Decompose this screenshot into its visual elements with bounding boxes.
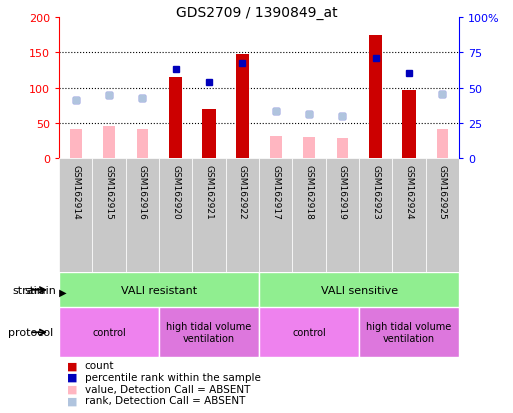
Text: protocol: protocol [8, 328, 53, 337]
Bar [59, 273, 259, 308]
Text: VALI resistant: VALI resistant [121, 285, 197, 295]
Bar [126, 159, 159, 273]
Bar [326, 159, 359, 273]
Bar [437, 129, 448, 159]
Bar [259, 273, 459, 308]
Bar [337, 138, 348, 159]
Text: percentile rank within the sample: percentile rank within the sample [85, 372, 261, 382]
Bar [59, 159, 92, 273]
Bar [392, 159, 426, 273]
Bar [103, 126, 115, 159]
Text: ■: ■ [67, 361, 77, 370]
Text: GSM162923: GSM162923 [371, 165, 380, 219]
Text: VALI sensitive: VALI sensitive [321, 285, 398, 295]
Bar [202, 109, 215, 159]
Text: GSM162924: GSM162924 [405, 165, 413, 219]
Bar [303, 138, 315, 159]
Text: value, Detection Call = ABSENT: value, Detection Call = ABSENT [85, 384, 250, 394]
Text: GSM162915: GSM162915 [105, 165, 113, 219]
Bar [402, 90, 416, 159]
Text: high tidal volume
ventilation: high tidal volume ventilation [366, 322, 452, 343]
Text: rank, Detection Call = ABSENT: rank, Detection Call = ABSENT [85, 395, 245, 405]
Text: GSM162920: GSM162920 [171, 165, 180, 219]
Text: GSM162917: GSM162917 [271, 165, 280, 219]
Bar [226, 159, 259, 273]
Text: GDS2709 / 1390849_at: GDS2709 / 1390849_at [175, 6, 338, 20]
Text: GSM162922: GSM162922 [238, 165, 247, 219]
Bar [259, 308, 359, 357]
Bar [359, 308, 459, 357]
Text: control: control [292, 328, 326, 337]
Text: strain: strain [25, 285, 56, 295]
Bar [159, 159, 192, 273]
Text: strain: strain [12, 285, 44, 295]
Bar [235, 55, 249, 159]
Bar [159, 308, 259, 357]
Bar [359, 159, 392, 273]
Text: ■: ■ [67, 384, 77, 394]
Bar [92, 159, 126, 273]
Bar [169, 78, 182, 159]
Text: GSM162919: GSM162919 [338, 165, 347, 219]
Bar [59, 308, 159, 357]
Text: GSM162925: GSM162925 [438, 165, 447, 219]
Bar [426, 159, 459, 273]
Text: GSM162918: GSM162918 [305, 165, 313, 219]
Bar [70, 130, 82, 159]
Bar [270, 137, 282, 159]
Bar [259, 159, 292, 273]
Text: GSM162916: GSM162916 [138, 165, 147, 219]
Bar [369, 36, 382, 159]
Text: ▶: ▶ [56, 287, 67, 297]
Text: count: count [85, 361, 114, 370]
Bar [136, 129, 148, 159]
Text: ■: ■ [67, 372, 77, 382]
Bar [192, 159, 226, 273]
Bar [292, 159, 326, 273]
Text: ■: ■ [67, 395, 77, 405]
Text: control: control [92, 328, 126, 337]
Text: high tidal volume
ventilation: high tidal volume ventilation [166, 322, 252, 343]
Text: GSM162914: GSM162914 [71, 165, 80, 219]
Text: GSM162921: GSM162921 [205, 165, 213, 219]
